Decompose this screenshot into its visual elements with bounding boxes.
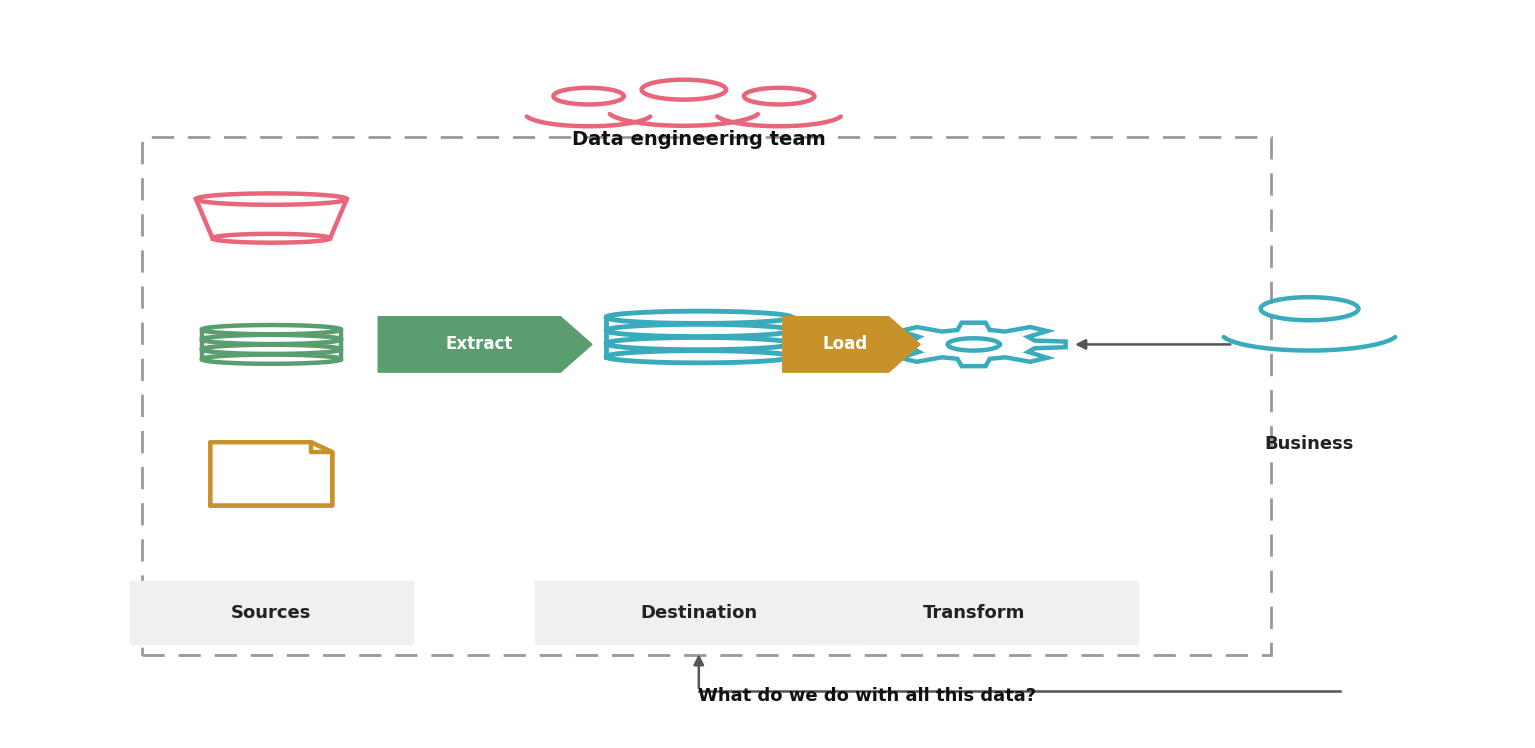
- FancyBboxPatch shape: [130, 581, 413, 644]
- Text: What do we do with all this data?: What do we do with all this data?: [698, 687, 1036, 705]
- Polygon shape: [881, 322, 1065, 366]
- Text: Data engineering team: Data engineering team: [573, 130, 826, 149]
- Text: Transform: Transform: [923, 604, 1025, 622]
- Text: Business: Business: [1265, 435, 1354, 453]
- Polygon shape: [783, 316, 919, 373]
- FancyBboxPatch shape: [809, 581, 1137, 644]
- Polygon shape: [378, 316, 593, 373]
- Text: Sources: Sources: [232, 604, 312, 622]
- Text: Load: Load: [823, 335, 867, 353]
- Polygon shape: [210, 442, 332, 506]
- Text: Destination: Destination: [640, 604, 757, 622]
- FancyBboxPatch shape: [534, 581, 863, 644]
- Text: Extract: Extract: [445, 335, 513, 353]
